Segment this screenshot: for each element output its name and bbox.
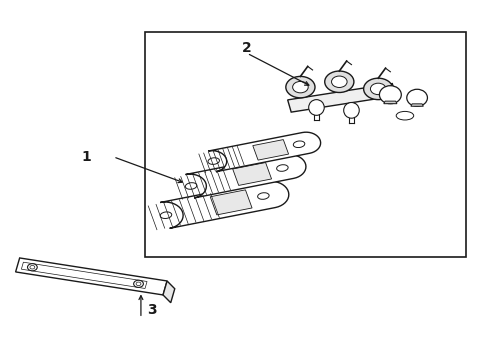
Text: 2: 2: [242, 41, 251, 55]
Polygon shape: [163, 281, 174, 303]
Ellipse shape: [133, 280, 143, 287]
Polygon shape: [16, 258, 167, 295]
Polygon shape: [185, 154, 305, 198]
Polygon shape: [232, 162, 271, 185]
Ellipse shape: [285, 76, 314, 98]
Ellipse shape: [207, 158, 219, 165]
Ellipse shape: [324, 71, 353, 93]
Ellipse shape: [308, 100, 324, 115]
Text: 1: 1: [81, 150, 91, 164]
Text: 3: 3: [147, 303, 157, 318]
Ellipse shape: [331, 76, 346, 87]
Polygon shape: [252, 140, 288, 160]
Polygon shape: [383, 101, 396, 104]
Ellipse shape: [185, 183, 197, 189]
Ellipse shape: [379, 86, 401, 104]
Ellipse shape: [257, 193, 268, 199]
Ellipse shape: [293, 141, 304, 148]
Ellipse shape: [343, 103, 359, 118]
Polygon shape: [287, 84, 395, 112]
Ellipse shape: [27, 264, 37, 271]
Ellipse shape: [292, 81, 307, 93]
Ellipse shape: [136, 282, 141, 285]
Ellipse shape: [160, 212, 171, 219]
Ellipse shape: [370, 83, 385, 95]
Ellipse shape: [395, 111, 413, 120]
Polygon shape: [410, 104, 423, 106]
Ellipse shape: [276, 165, 287, 171]
Ellipse shape: [363, 78, 392, 100]
Ellipse shape: [406, 89, 427, 106]
Bar: [144, 32, 465, 257]
Polygon shape: [160, 181, 288, 228]
Polygon shape: [210, 190, 251, 215]
Polygon shape: [208, 132, 320, 172]
Ellipse shape: [30, 265, 35, 269]
